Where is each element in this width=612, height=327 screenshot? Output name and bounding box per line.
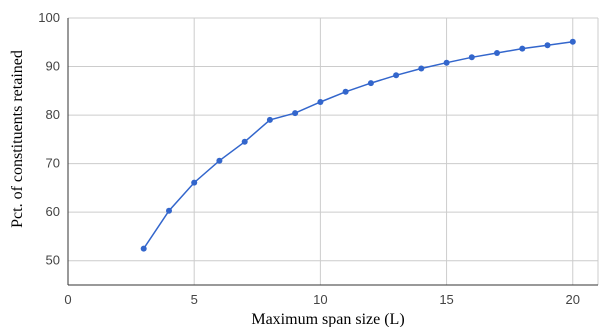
y-tick-label: 90 bbox=[46, 59, 60, 74]
data-point bbox=[292, 110, 299, 117]
x-tick-label: 20 bbox=[566, 292, 580, 307]
data-point bbox=[241, 138, 248, 145]
data-point bbox=[216, 157, 223, 164]
data-point bbox=[342, 88, 349, 95]
data-point bbox=[166, 207, 172, 214]
data-point bbox=[140, 245, 147, 252]
data-point bbox=[544, 42, 551, 49]
x-tick-label: 5 bbox=[191, 292, 198, 307]
data-point bbox=[418, 65, 425, 72]
x-tick-label: 15 bbox=[439, 292, 453, 307]
data-point bbox=[443, 59, 450, 66]
grid-lines bbox=[68, 17, 599, 285]
data-point bbox=[317, 99, 324, 105]
y-tick-label: 100 bbox=[38, 10, 60, 25]
data-point bbox=[494, 50, 500, 56]
y-tick-label: 60 bbox=[46, 204, 60, 219]
data-point bbox=[393, 72, 400, 79]
data-point bbox=[569, 38, 576, 45]
data-point bbox=[266, 116, 273, 123]
y-tick-label: 80 bbox=[46, 107, 60, 122]
x-tick-label: 0 bbox=[64, 292, 71, 307]
data-point bbox=[519, 45, 526, 52]
data-point bbox=[468, 54, 475, 61]
y-tick-label: 70 bbox=[46, 156, 60, 171]
tick-labels: 0 5 10 15 20 50 60 70 80 90 100 bbox=[38, 10, 580, 307]
x-tick-label: 10 bbox=[313, 292, 327, 307]
axes bbox=[67, 18, 598, 286]
y-axis-title: Pct. of constituents retained bbox=[9, 50, 26, 228]
x-axis-title: Maximum span size (L) bbox=[251, 311, 404, 327]
data-point bbox=[367, 80, 374, 87]
series-line bbox=[143, 41, 573, 250]
data-point bbox=[191, 179, 198, 186]
series-layer bbox=[140, 38, 576, 252]
y-tick-label: 50 bbox=[46, 253, 60, 268]
